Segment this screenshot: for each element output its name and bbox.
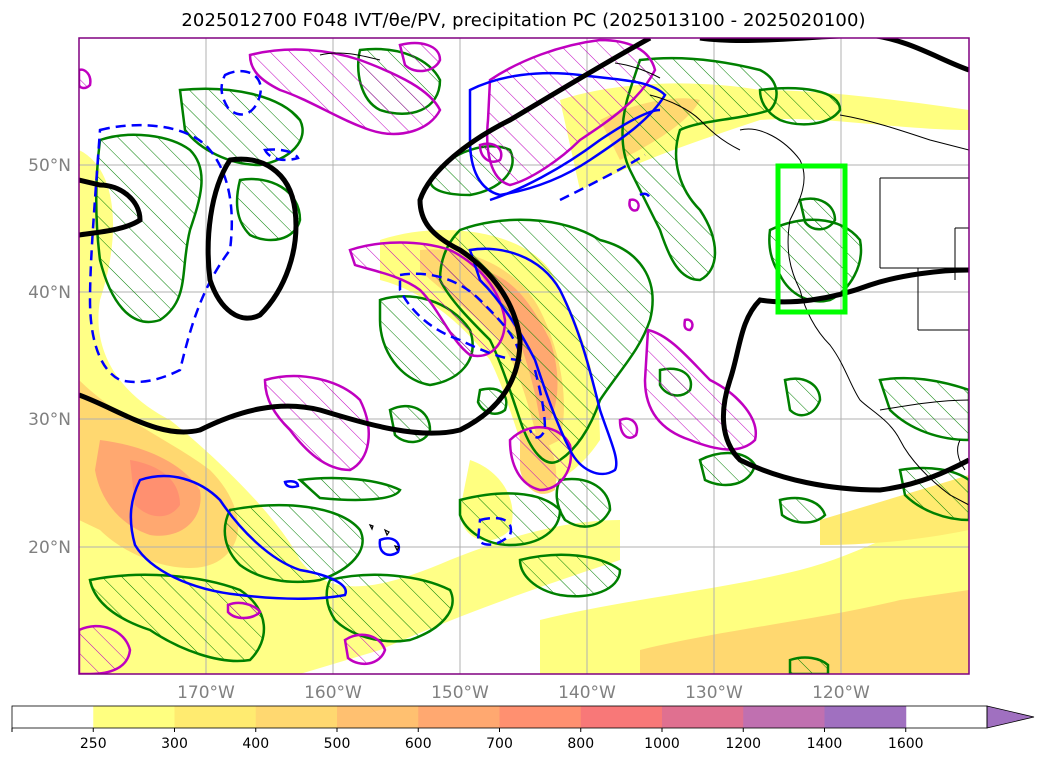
colorbar-segment [418,706,500,728]
colorbar-segment [824,706,907,728]
pv-hatched-contours [79,38,758,674]
colorbar-tick-label: 1600 [888,736,924,752]
lat-label-50n: 50°N [28,156,71,176]
colorbar-tick-label: 400 [242,736,269,752]
colorbar: 250 300 400 500 600 700 800 1000 1200 1400 1600 [11,705,1035,752]
lat-label-30n: 30°N [28,410,71,430]
lon-label-140w: 140°W [558,683,616,703]
theta-e-contours [88,69,667,600]
colorbar-tick-label: 700 [486,736,513,752]
colorbar-ticks: 250 300 400 500 600 700 800 1000 1200 1400 1600 [11,728,924,752]
lat-label-40n: 40°N [28,283,71,303]
lon-label-150w: 150°W [431,683,489,703]
colorbar-tick-label: 1200 [725,736,761,752]
colorbar-tick-label: 1400 [807,736,843,752]
colorbar-segment [255,706,338,728]
colorbar-segment [580,706,663,728]
map-title: 2025012700 F048 IVT/θe/PV, precipitation… [181,10,866,31]
lat-labels: 50°N 40°N 30°N 20°N [28,156,71,558]
colorbar-segment [743,706,825,728]
map-panel [79,38,969,674]
colorbar-extend-arrow [986,705,1035,729]
colorbar-tick-label: 1000 [644,736,680,752]
colorbar-tick-label: 500 [324,736,351,752]
lat-label-20n: 20°N [28,538,71,558]
colorbar-tick-label: 250 [80,736,107,752]
colorbar-segment [337,706,419,728]
colorbar-tick-label: 600 [405,736,432,752]
region-highlight-box [775,163,848,315]
colorbar-tick-label: 300 [161,736,188,752]
lon-label-160w: 160°W [304,683,362,703]
colorbar-tick-label: 800 [567,736,594,752]
lon-label-120w: 120°W [812,683,870,703]
colorbar-segments [12,706,907,728]
map-frame [78,37,970,675]
colorbar-segment [174,706,257,728]
colorbar-segment [499,706,582,728]
lon-labels: 170°W 160°W 150°W 140°W 130°W 120°W [177,683,870,703]
pv-contours [79,38,969,493]
colorbar-segment [93,706,175,728]
islands [368,523,400,552]
colorbar-segment [662,706,744,728]
colorbar-segment [12,706,94,728]
lon-label-130w: 130°W [685,683,743,703]
lon-label-170w: 170°W [177,683,235,703]
